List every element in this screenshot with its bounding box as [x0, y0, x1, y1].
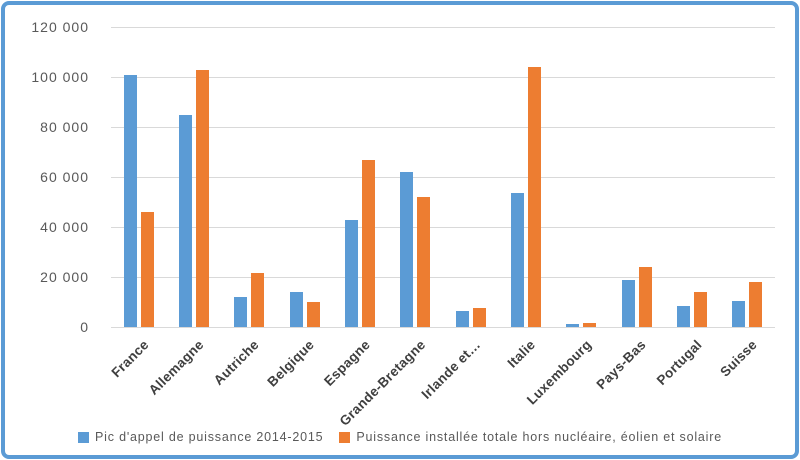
bar-pic-appel-luxembourg	[566, 324, 580, 327]
bar-group-portugal	[664, 27, 719, 327]
legend-swatch-blue-icon	[78, 431, 90, 443]
bar-group-allemagne	[166, 27, 221, 327]
bar-group-italie	[498, 27, 553, 327]
legend-item-pic-appel: Pic d'appel de puissance 2014-2015	[78, 430, 323, 444]
bar-puissance-installee-portugal	[693, 292, 707, 327]
bar-group-luxembourg	[554, 27, 609, 327]
bar-pic-appel-allemagne	[178, 114, 192, 327]
bar-group-irlande-et	[443, 27, 498, 327]
bar-puissance-installee-suisse	[749, 282, 763, 327]
y-axis-tick-label: 120 000	[31, 19, 89, 35]
legend-label-puissance-installee: Puissance installée totale hors nucléair…	[356, 430, 722, 444]
bar-group-belgique	[277, 27, 332, 327]
bar-puissance-installee-france	[140, 212, 154, 327]
bar-pic-appel-suisse	[732, 300, 746, 327]
legend-label-pic-appel: Pic d'appel de puissance 2014-2015	[95, 430, 324, 444]
bar-puissance-installee-pays-bas	[638, 267, 652, 327]
legend: Pic d'appel de puissance 2014-2015 Puiss…	[5, 425, 795, 449]
bar-group-suisse	[720, 27, 775, 327]
gridline-80000	[111, 126, 775, 128]
bar-puissance-installee-luxembourg	[583, 322, 597, 327]
plot-area: France Allemagne Autriche Belgique Espagne Gr…	[108, 26, 775, 429]
x-axis-category-text: Portugal	[653, 337, 705, 389]
bar-pic-appel-portugal	[676, 305, 690, 327]
bar-puissance-installee-italie	[527, 67, 541, 327]
x-axis-category-text: Italie	[504, 337, 539, 371]
x-axis-category-text: Allemagne	[145, 337, 207, 398]
bar-puissance-installee-allemagne	[195, 69, 209, 327]
y-axis: 0 20 000 40 000 60 000 80 000 100 000 120 000	[5, 19, 89, 335]
gridline-40000	[111, 226, 775, 228]
y-axis-tick-label: 0	[80, 319, 89, 335]
bar-puissance-installee-grande-bretagne	[417, 197, 431, 327]
x-axis-category-text: France	[108, 337, 152, 381]
bar-group-autriche	[222, 27, 277, 327]
bar-pic-appel-espagne	[344, 219, 358, 327]
bar-group-france	[111, 27, 166, 327]
x-axis-category-text: Suisse	[717, 337, 760, 380]
x-axis-category-text: Belgique	[264, 337, 318, 390]
bar-pic-appel-grande-bretagne	[400, 172, 414, 327]
y-axis-tick-label: 100 000	[31, 69, 89, 85]
bar-puissance-installee-espagne	[361, 159, 375, 327]
bar-pic-appel-irlande-et	[455, 310, 469, 327]
gridline-120000	[111, 26, 775, 28]
gridline-100000	[111, 76, 775, 78]
y-axis-tick-label: 80 000	[40, 119, 89, 135]
x-axis-category-text: Autriche	[210, 337, 262, 389]
gridline-0	[111, 326, 775, 328]
y-axis-tick-label: 60 000	[40, 169, 89, 185]
bar-pic-appel-pays-bas	[621, 279, 635, 327]
legend-item-puissance-installee: Puissance installée totale hors nucléair…	[339, 430, 722, 444]
bar-puissance-installee-autriche	[251, 273, 265, 327]
bar-puissance-installee-irlande-et	[472, 308, 486, 327]
bar-group-grande-bretagne	[388, 27, 443, 327]
bar-pic-appel-belgique	[289, 292, 303, 327]
bar-pic-appel-italie	[510, 193, 524, 327]
bar-puissance-installee-belgique	[306, 302, 320, 327]
y-axis-tick-label: 40 000	[40, 219, 89, 235]
y-axis-tick-label: 20 000	[40, 269, 89, 285]
bar-pic-appel-france	[123, 74, 137, 327]
x-axis-category-text: Espagne	[320, 337, 373, 389]
bar-group-pays-bas	[609, 27, 664, 327]
gridline-60000	[111, 176, 775, 178]
bar-pic-appel-autriche	[234, 297, 248, 327]
bar-group-espagne	[332, 27, 387, 327]
x-axis-category-text: Pays-Bas	[593, 337, 650, 393]
gridline-20000	[111, 276, 775, 278]
legend-swatch-orange-icon	[339, 431, 351, 443]
